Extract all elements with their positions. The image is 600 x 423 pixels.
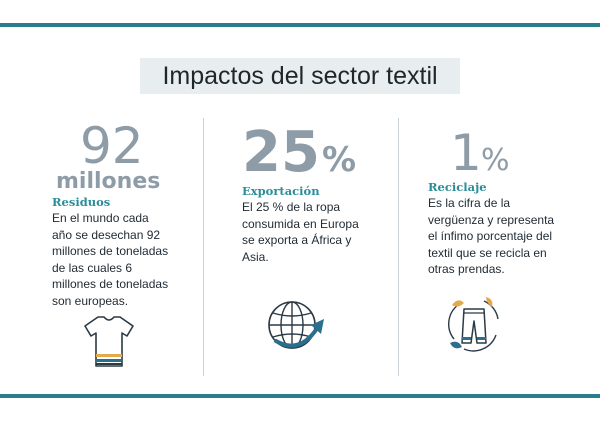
description-line: Es la cifra de la <box>428 196 511 210</box>
description-line: millones de toneladas <box>52 244 169 258</box>
stat-description: El 25 % de la ropa consumida en Europa s… <box>242 199 397 265</box>
stat-label: Residuos <box>52 195 111 209</box>
description-line: El 25 % de la ropa <box>242 200 341 214</box>
stat-number: 92 <box>80 117 144 175</box>
description-line: textil que se recicla en <box>428 245 547 260</box>
t-shirt-icon <box>84 316 134 367</box>
description-line: Asia. <box>242 249 269 264</box>
stat-unit: % <box>481 143 510 178</box>
column-divider-1 <box>203 118 204 376</box>
top-rule <box>0 23 600 27</box>
bottom-rule <box>0 394 600 398</box>
stat-label: Reciclaje <box>428 180 487 194</box>
stat-number: 25 <box>242 120 320 185</box>
description-line: millones de toneladas <box>52 277 169 291</box>
description-line: otras prendas. <box>428 262 505 276</box>
description-line: consumida en Europa <box>242 216 359 231</box>
description-line: de las cuales 6 <box>52 260 133 275</box>
pants-recycle-icon <box>448 297 499 352</box>
page-title: Impactos del sector textil <box>162 62 438 90</box>
description-line: se exporta a África y <box>242 233 352 247</box>
stat-number: 1 <box>450 124 482 182</box>
stat-unit: % <box>322 140 357 180</box>
stat-description: Es la cifra de la vergüenza y representa… <box>428 195 588 278</box>
description-line: el ínfimo porcentaje del <box>428 229 553 243</box>
globe-export-icon <box>268 301 324 349</box>
title-background <box>140 58 460 94</box>
description-line: vergüenza y representa <box>428 212 555 227</box>
stat-unit: millones <box>56 169 161 194</box>
stat-label: Exportación <box>242 184 320 198</box>
description-line: En el mundo cada <box>52 211 149 225</box>
description-line: son europeas. <box>52 293 129 308</box>
column-divider-2 <box>398 118 399 376</box>
description-line: año se desechan 92 <box>52 227 161 242</box>
stat-description: En el mundo cada año se desechan 92 mill… <box>52 210 202 309</box>
